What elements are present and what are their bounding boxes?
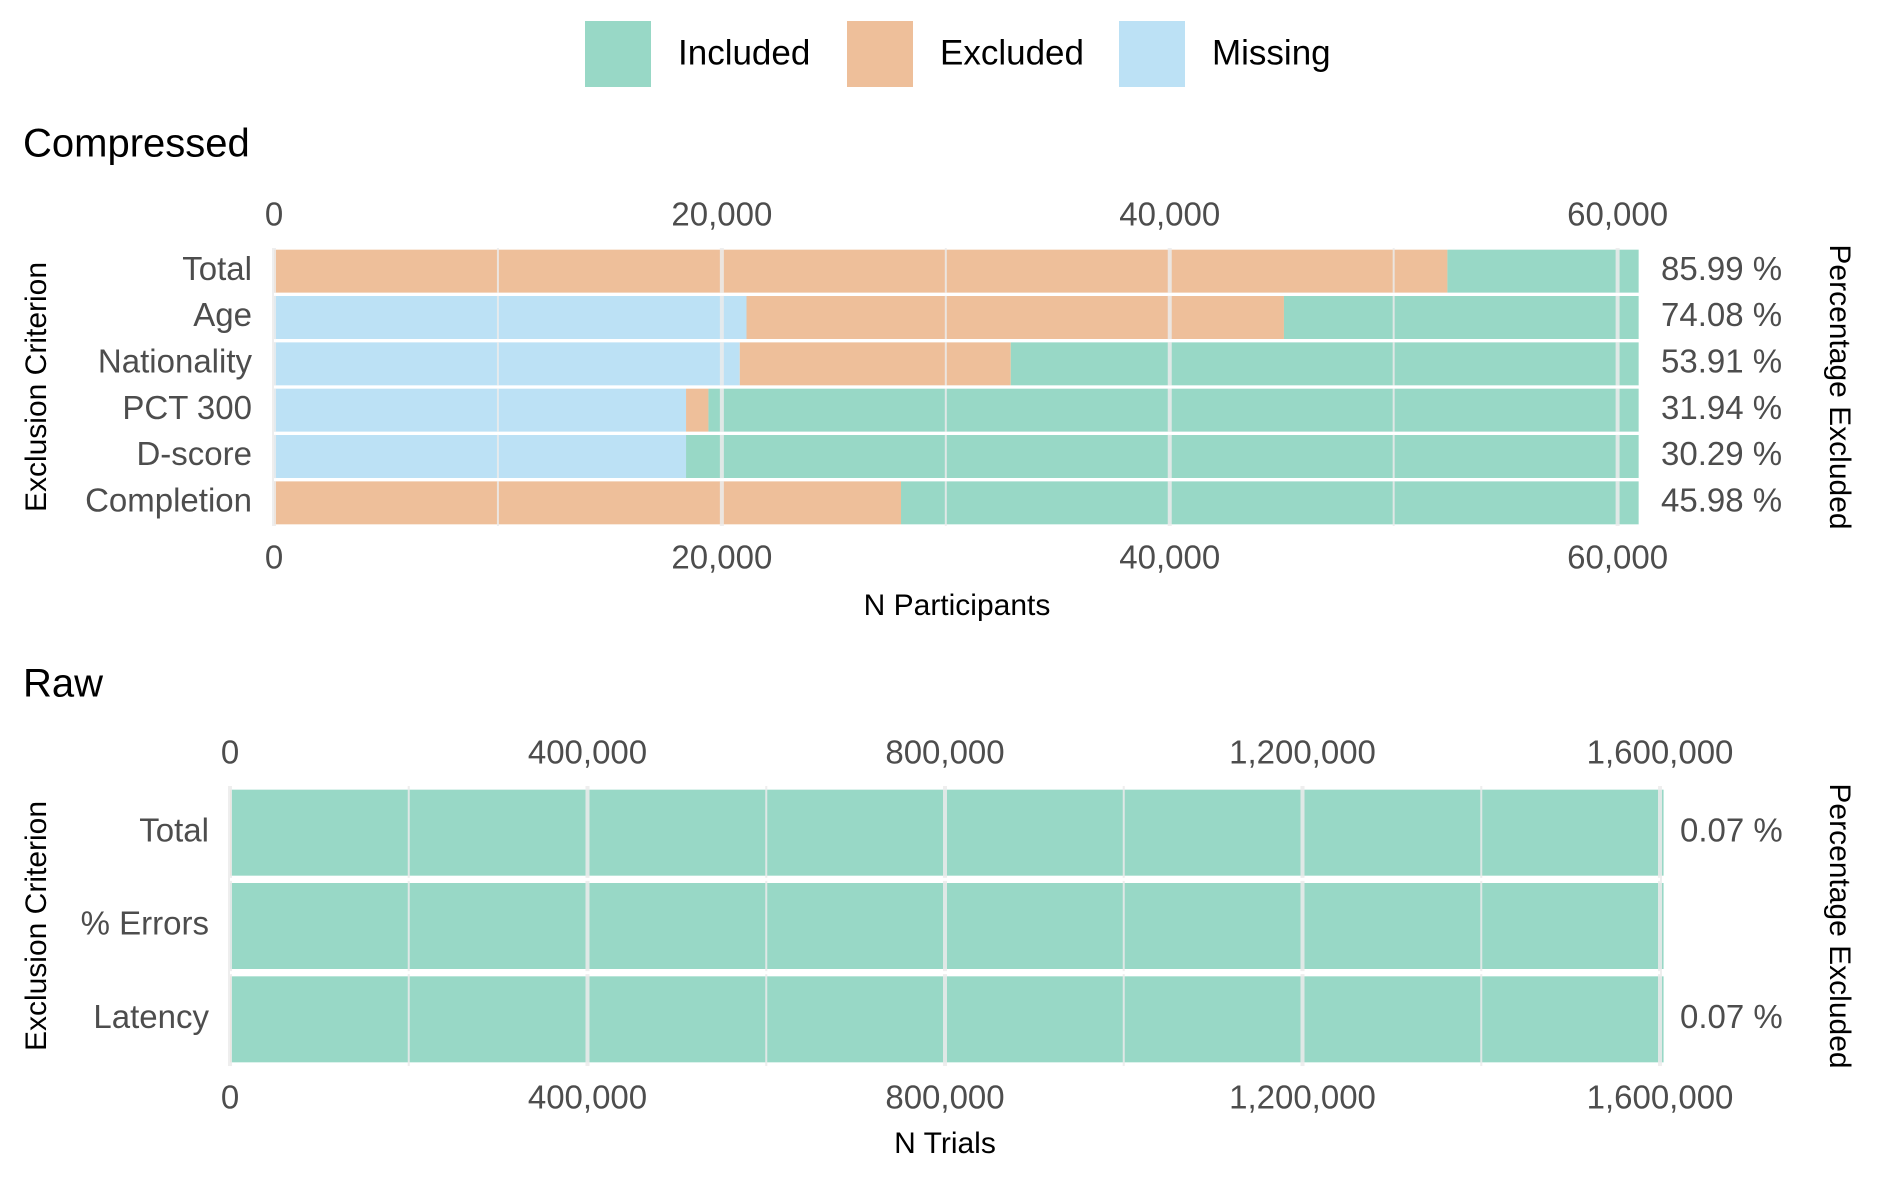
panel-2-category-label: Total <box>139 811 209 848</box>
panel-1-category-label: D-score <box>136 435 252 472</box>
panel-2-x-tick-label-bottom: 400,000 <box>528 1079 647 1116</box>
legend-swatch-missing <box>1119 21 1185 87</box>
panel-1-bar-included <box>1010 342 1639 386</box>
panel-2-bar-included <box>230 976 1664 1063</box>
panel-2-category-label: % Errors <box>81 905 209 942</box>
panel-1-category-label: Age <box>193 296 252 333</box>
panel-1-category-label: Completion <box>85 482 252 519</box>
panel-1-bar-missing <box>274 435 687 478</box>
panel-2-x-tick-label-bottom: 1,600,000 <box>1587 1079 1734 1116</box>
panel-2-x-tick-label-bottom: 0 <box>221 1079 239 1116</box>
panel-2-category-label: Latency <box>93 998 209 1035</box>
legend-swatch-excluded <box>847 21 913 87</box>
panel-1-x-tick-label-bottom: 0 <box>265 539 283 576</box>
panel-1-bar-excluded <box>686 388 709 432</box>
panel-1-x-tick-label-top: 60,000 <box>1567 196 1668 233</box>
panel-1-bar-included <box>901 481 1639 525</box>
panel-1-x-tick-label-bottom: 40,000 <box>1119 539 1220 576</box>
panel-1-percent-label: 53.91 % <box>1661 343 1782 380</box>
panel-1-x-tick-label-bottom: 20,000 <box>671 539 772 576</box>
panel-1-bar-excluded <box>274 481 902 525</box>
panel-1-bar-missing <box>274 342 740 386</box>
panel-2-y-axis-title-right: Percentage Excluded <box>1823 783 1856 1068</box>
panel-1-bar-missing <box>274 388 687 432</box>
panel-1-bar-included <box>708 388 1639 432</box>
panel-1-bar-excluded <box>739 342 1011 386</box>
legend-label-included: Included <box>678 33 810 72</box>
panel-1-x-tick-label-bottom: 60,000 <box>1567 539 1668 576</box>
panel-1-bar-included <box>1447 249 1639 293</box>
panel-1-percent-label: 45.98 % <box>1661 482 1782 519</box>
panel-1-x-tick-label-top: 40,000 <box>1119 196 1220 233</box>
panel-2-title: Raw <box>23 662 103 706</box>
panel-2-x-tick-label-top: 1,600,000 <box>1587 734 1734 771</box>
panel-1-x-tick-label-top: 20,000 <box>671 196 772 233</box>
panel-1-category-label: PCT 300 <box>122 389 252 426</box>
panel-2-x-tick-label-top: 0 <box>221 734 239 771</box>
legend-label-excluded: Excluded <box>940 33 1084 72</box>
panel-1-category-label: Nationality <box>98 343 253 380</box>
panel-1-y-axis-title-right: Percentage Excluded <box>1823 244 1856 529</box>
panel-1-x-axis-title: N Participants <box>864 589 1051 622</box>
panel-1-x-tick-label-top: 0 <box>265 196 283 233</box>
panel-1-bar-included <box>686 435 1639 478</box>
legend-swatch-included <box>585 21 651 87</box>
legend-label-missing: Missing <box>1212 33 1331 72</box>
panel-2-percent-label: 0.07 % <box>1680 998 1783 1035</box>
panel-1-bar-included <box>1283 296 1639 339</box>
panel-1-y-axis-title: Exclusion Criterion <box>20 262 53 512</box>
panel-2-bar-included <box>230 789 1664 876</box>
panel-2-x-axis-title: N Trials <box>894 1127 996 1160</box>
panel-1-title: Compressed <box>23 122 250 166</box>
panel-1-bar-missing <box>274 296 747 339</box>
panel-2-x-tick-label-top: 400,000 <box>528 734 647 771</box>
panel-1-category-label: Total <box>182 250 252 287</box>
panel-2-x-tick-label-top: 800,000 <box>885 734 1004 771</box>
panel-2-x-tick-label-bottom: 800,000 <box>885 1079 1004 1116</box>
panel-1-bar-excluded <box>274 249 1448 293</box>
panel-1-percent-label: 85.99 % <box>1661 250 1782 287</box>
panel-1-percent-label: 31.94 % <box>1661 389 1782 426</box>
panel-2-percent-label: 0.07 % <box>1680 811 1783 848</box>
panel-1-percent-label: 74.08 % <box>1661 296 1782 333</box>
panel-2-y-axis-title: Exclusion Criterion <box>20 801 53 1051</box>
panel-1-percent-label: 30.29 % <box>1661 435 1782 472</box>
panel-2-x-tick-label-top: 1,200,000 <box>1229 734 1376 771</box>
panel-2-x-tick-label-bottom: 1,200,000 <box>1229 1079 1376 1116</box>
panel-1-bar-excluded <box>746 296 1284 339</box>
